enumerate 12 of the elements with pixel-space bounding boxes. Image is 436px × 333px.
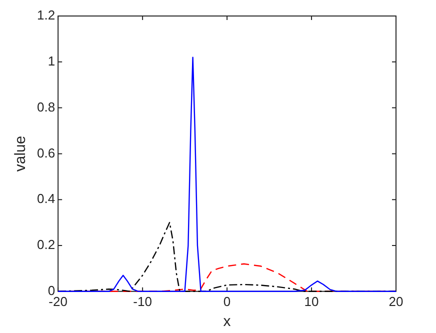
x-tick-label: 10 (304, 294, 319, 309)
y-tick-label: 1 (48, 53, 56, 68)
y-tick-label: 0.8 (36, 99, 56, 114)
x-axis-title: x (223, 313, 232, 330)
y-tick-label: 1.2 (36, 8, 56, 23)
y-tick-label: 0.4 (36, 191, 56, 206)
x-tick-label: 20 (388, 294, 404, 309)
y-tick-label: 0.6 (36, 145, 56, 160)
y-tick-label: 0.2 (36, 237, 56, 252)
x-tick-label: 0 (223, 294, 231, 309)
x-tick-label: -10 (133, 294, 152, 309)
y-axis-title: value (12, 136, 30, 172)
